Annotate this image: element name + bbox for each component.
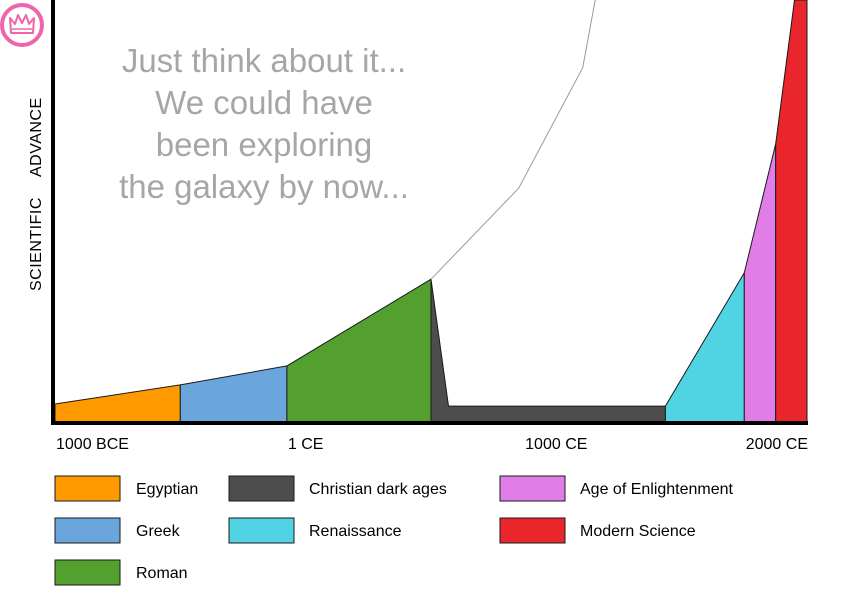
area-renaissance <box>664 272 745 424</box>
legend-swatch <box>499 517 566 544</box>
x-tick-label: 1000 BCE <box>56 436 129 453</box>
annotation-text: Just think about it... We could have bee… <box>119 42 409 205</box>
area-modern-science <box>775 0 808 424</box>
legend-label: Age of Enlightenment <box>580 481 734 498</box>
legend-label: Modern Science <box>580 523 696 540</box>
area-greek <box>179 365 288 424</box>
legend-swatch <box>228 475 295 502</box>
legend-item: Greek <box>54 517 181 544</box>
crown-icon <box>9 14 35 34</box>
legend-item: Roman <box>54 559 188 586</box>
hypothetical-progress-line <box>430 0 596 280</box>
legend-swatch <box>54 559 121 586</box>
area-egyptian <box>54 384 181 424</box>
legend-label: Roman <box>136 565 188 582</box>
legend-item: Egyptian <box>54 475 198 502</box>
x-tick-labels: 1000 BCE 1 CE 1000 CE 2000 CE <box>56 436 808 453</box>
legend-swatch <box>228 517 295 544</box>
annotation-line-3: been exploring <box>156 126 373 163</box>
legend-item: Modern Science <box>499 517 696 544</box>
annotation-line-2: We could have <box>155 84 373 121</box>
crown-icon-ring <box>0 3 44 47</box>
legend-swatch <box>54 475 121 502</box>
legend-label: Egyptian <box>136 481 198 498</box>
legend-label: Renaissance <box>309 523 402 540</box>
annotation-line-1: Just think about it... <box>122 42 406 79</box>
x-tick-label: 2000 CE <box>746 436 808 453</box>
legend-item: Renaissance <box>228 517 402 544</box>
area-age-of-enlightenment <box>743 143 777 424</box>
area-christian-dark-ages <box>430 278 666 424</box>
annotation-line-4: the galaxy by now... <box>119 168 409 205</box>
legend: Egyptian Christian dark ages Age of Enligh… <box>54 475 734 586</box>
legend-swatch <box>54 517 121 544</box>
legend-item: Age of Enlightenment <box>499 475 734 502</box>
y-axis-label-word-1: SCIENTIFIC <box>28 197 45 291</box>
y-axis-label: SCIENTIFIC ADVANCE <box>28 97 45 291</box>
crown-logo <box>0 3 44 47</box>
x-tick-label: 1 CE <box>288 436 324 453</box>
legend-label: Christian dark ages <box>309 481 447 498</box>
legend-item: Christian dark ages <box>228 475 447 502</box>
area-roman <box>286 278 432 424</box>
legend-label: Greek <box>136 523 181 540</box>
x-tick-label: 1000 CE <box>525 436 587 453</box>
y-axis-label-word-2: ADVANCE <box>28 97 45 177</box>
legend-swatch <box>499 475 566 502</box>
